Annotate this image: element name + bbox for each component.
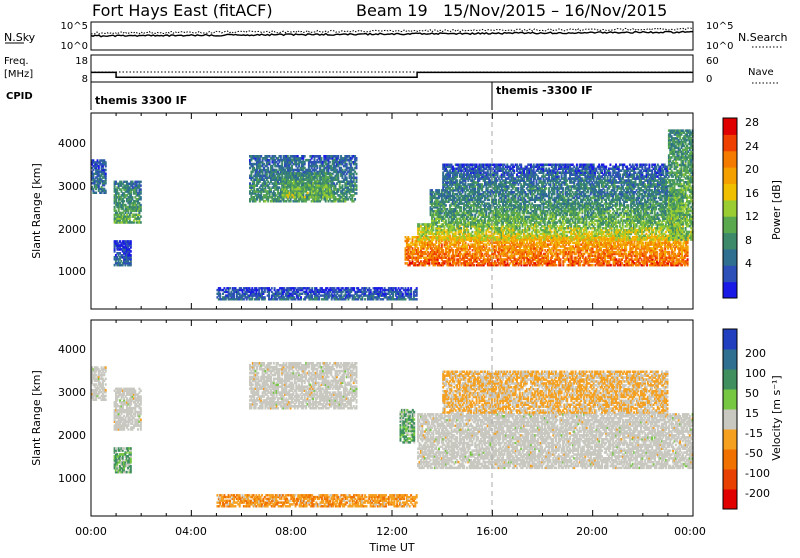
heatmap-cell (130, 250, 132, 253)
heatmap-cell (465, 242, 467, 245)
heatmap-cell (356, 177, 358, 180)
heatmap-cell (473, 264, 475, 267)
freq-tick-top: 18 (75, 56, 88, 67)
heatmap-cell (286, 186, 288, 189)
heatmap-cell (460, 227, 462, 230)
heatmap-cell (140, 184, 142, 187)
heatmap-cell (316, 165, 318, 168)
heatmap-cell (130, 254, 132, 257)
heatmap-cell (642, 242, 644, 245)
nsky-tick-bottom: 10^0 (61, 41, 88, 52)
nave-label: Nave (748, 67, 774, 78)
heatmap-cell (354, 198, 356, 201)
nsky-label: N.Sky (4, 31, 36, 44)
heatmap-cell (581, 260, 583, 263)
heatmap-cell (301, 174, 303, 177)
beam-label: Beam 19 (356, 1, 428, 20)
heatmap-cell (610, 264, 612, 267)
site-title: Fort Hays East (fitACF) (92, 1, 273, 20)
heatmap-cell (442, 249, 444, 252)
heatmap-cell (452, 249, 454, 252)
heatmap-cell (417, 247, 419, 250)
heatmap-cell (321, 157, 323, 160)
heatmap-cell (467, 229, 469, 232)
freq-tick-bottom: 8 (82, 74, 88, 85)
heatmap-cell (140, 215, 142, 218)
heatmap-cell (356, 184, 358, 187)
heatmap-cell (328, 196, 330, 199)
heatmap-cell (662, 247, 664, 250)
cpid-segment-1: themis 3300 IF (95, 94, 187, 107)
heatmap-cell (140, 221, 142, 224)
heatmap-cell (95, 192, 97, 195)
heatmap-cell (105, 169, 107, 172)
heatmap-cell (140, 204, 142, 207)
heatmap-cell (469, 251, 471, 254)
heatmap-cell (441, 243, 443, 246)
heatmap-cell (356, 163, 358, 166)
heatmap-cell (130, 240, 132, 243)
date-range: 15/Nov/2015 – 16/Nov/2015 (443, 1, 667, 20)
heatmap-cell (105, 161, 107, 164)
cpid-segment-2: themis -3300 IF (496, 84, 593, 97)
heatmap-cell (267, 167, 269, 170)
heatmap-cell (592, 264, 594, 267)
heatmap-cell (330, 190, 332, 193)
heatmap-cell (280, 155, 282, 158)
nave-tick-top: 60 (706, 56, 719, 67)
freq-label: Freq. (4, 56, 29, 67)
heatmap-cell (356, 157, 358, 160)
heatmap-cell (428, 238, 430, 241)
heatmap-cell (471, 231, 473, 234)
heatmap-cell (105, 173, 107, 176)
nsearch-label: N.Search (738, 31, 788, 44)
heatmap-cell (311, 172, 313, 175)
heatmap-cell (449, 235, 451, 238)
heatmap-cell (140, 188, 142, 191)
nsky-panel (91, 22, 693, 50)
heatmap-cell (330, 174, 332, 177)
cpid-label: CPID (6, 91, 33, 102)
heatmap-cell (555, 264, 557, 267)
heatmap-cell (342, 184, 344, 187)
nave-tick-bottom: 0 (706, 74, 712, 85)
freq-trace (91, 72, 693, 77)
heatmap-cell (105, 190, 107, 193)
heatmap-cell (346, 163, 348, 166)
freq-unit: [MHz] (4, 69, 33, 80)
nsearch-tick-bottom: 10^0 (706, 41, 733, 52)
heatmap-cell (687, 245, 689, 248)
heatmap-cell (132, 196, 134, 199)
heatmap-cell (140, 196, 142, 199)
nsearch-tick-top: 10^5 (706, 21, 733, 32)
heatmap-cell (140, 181, 142, 184)
heatmap-cell (301, 196, 303, 199)
heatmap-cell (346, 177, 348, 180)
power-heatmap-cells (91, 129, 694, 300)
heatmap-cell (560, 258, 562, 261)
heatmap-cell (337, 155, 339, 158)
heatmap-cell (668, 251, 670, 254)
heatmap-cell (123, 200, 125, 203)
heatmap-cell (656, 251, 658, 254)
heatmap-cell (356, 173, 358, 176)
heatmap-cell (687, 258, 689, 261)
heatmap-cell (409, 238, 411, 241)
heatmap-cell (329, 161, 331, 164)
heatmap-cell (356, 192, 358, 195)
heatmap-cell (304, 155, 306, 158)
heatmap-cell (118, 192, 120, 195)
nsky-tick-top: 10^5 (61, 21, 88, 32)
